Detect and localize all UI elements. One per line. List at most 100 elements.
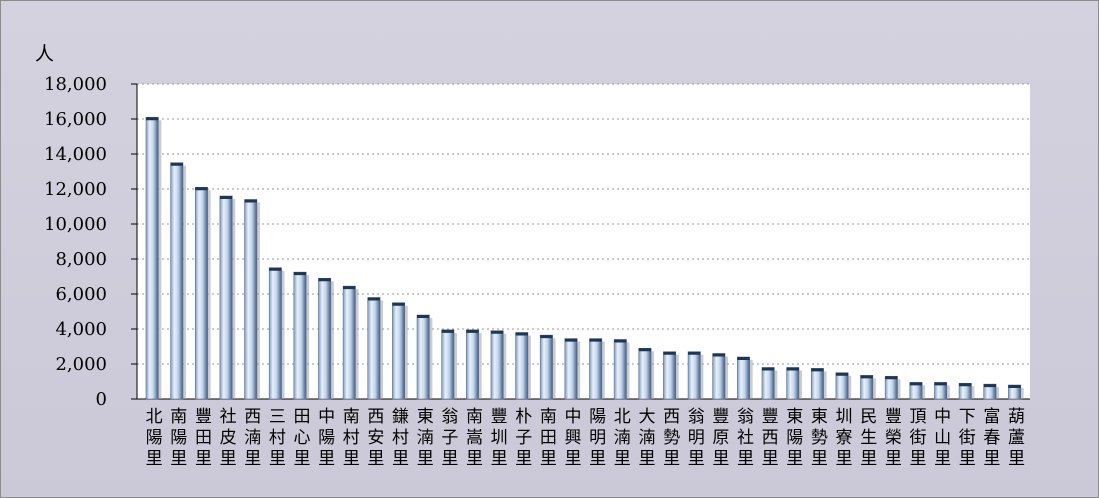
bar-cap bbox=[712, 353, 726, 357]
x-category-label: 翁子里 bbox=[441, 407, 458, 469]
bar-cap bbox=[934, 382, 947, 386]
bar-cap bbox=[885, 376, 898, 380]
bar-cap bbox=[318, 278, 331, 282]
bar-cap bbox=[441, 329, 454, 333]
bar bbox=[613, 339, 627, 400]
x-category-label: 豐西里 bbox=[762, 407, 779, 469]
x-category-label: 朴子里 bbox=[515, 407, 532, 469]
y-tick-label: 14,000 bbox=[44, 144, 107, 165]
bar bbox=[219, 195, 233, 400]
bar-cap bbox=[293, 272, 307, 276]
bar bbox=[342, 285, 356, 400]
bar-cap bbox=[219, 196, 233, 199]
bar-cap bbox=[244, 199, 257, 203]
bar bbox=[515, 332, 529, 400]
bar-cap bbox=[663, 351, 676, 355]
bar bbox=[786, 367, 800, 400]
x-category-label: 圳寮里 bbox=[836, 407, 853, 469]
bar bbox=[810, 368, 824, 400]
x-category-label: 社皮里 bbox=[220, 407, 237, 469]
bar bbox=[293, 271, 307, 400]
x-category-label: 南田里 bbox=[540, 407, 557, 469]
x-category-label: 田心里 bbox=[293, 407, 310, 469]
bar-cap bbox=[835, 372, 849, 376]
x-category-label: 豐圳里 bbox=[491, 407, 508, 469]
bar bbox=[170, 162, 184, 400]
x-category-label: 北陽里 bbox=[146, 407, 163, 469]
bar bbox=[441, 329, 455, 400]
bar-cap bbox=[959, 383, 972, 387]
bar bbox=[145, 116, 159, 400]
x-category-label: 中興里 bbox=[565, 407, 582, 469]
x-category-label: 中陽里 bbox=[318, 407, 335, 469]
x-category-label: 陽明里 bbox=[589, 407, 606, 469]
bar bbox=[318, 277, 332, 400]
bar bbox=[244, 199, 258, 400]
x-category-label: 西湳里 bbox=[244, 407, 261, 469]
y-tick-label: 12,000 bbox=[44, 179, 107, 200]
bar-cap bbox=[1008, 385, 1021, 388]
bar-cap bbox=[367, 297, 381, 301]
y-tick-label: 0 bbox=[96, 389, 107, 410]
y-tick-label: 4,000 bbox=[55, 319, 107, 340]
bar-cap bbox=[269, 267, 282, 271]
y-tick-label: 16,000 bbox=[44, 109, 107, 130]
bar bbox=[564, 338, 578, 400]
y-tick-label: 8,000 bbox=[55, 249, 107, 270]
bar bbox=[416, 314, 430, 400]
x-category-label: 富春里 bbox=[983, 407, 1000, 469]
bar-cap bbox=[564, 338, 578, 342]
x-category-label: 中山里 bbox=[934, 407, 951, 469]
bar-cap bbox=[614, 339, 627, 343]
x-category-label: 豐田里 bbox=[195, 407, 212, 469]
y-tick-label: 10,000 bbox=[44, 214, 107, 235]
x-category-label: 翁社里 bbox=[737, 407, 754, 469]
bar-cap bbox=[786, 367, 799, 371]
y-tick-label: 18,000 bbox=[44, 74, 107, 95]
bar bbox=[884, 375, 898, 400]
bar-cap bbox=[811, 368, 824, 372]
bar bbox=[687, 351, 701, 400]
bar-cap bbox=[589, 338, 602, 342]
bar bbox=[761, 367, 775, 400]
bar bbox=[194, 186, 208, 400]
bar-cap bbox=[540, 335, 553, 339]
bar bbox=[539, 334, 553, 400]
x-category-label: 東陽里 bbox=[786, 407, 803, 469]
bar-cap bbox=[737, 357, 750, 360]
bar-cap bbox=[417, 315, 430, 318]
x-category-label: 南村里 bbox=[343, 407, 360, 469]
x-category-label: 北湳里 bbox=[614, 407, 631, 469]
bar bbox=[737, 356, 750, 400]
bar bbox=[860, 375, 874, 400]
y-axis-unit-label: 人 bbox=[35, 43, 55, 65]
bar bbox=[638, 347, 652, 400]
bar-cap bbox=[515, 332, 528, 336]
plot-area bbox=[137, 84, 1030, 399]
bar bbox=[466, 329, 479, 400]
bar bbox=[490, 330, 504, 400]
bar-cap bbox=[688, 351, 701, 355]
x-category-label: 西安里 bbox=[367, 407, 384, 469]
bar-cap bbox=[490, 330, 504, 334]
bar-cap bbox=[195, 187, 208, 191]
bar bbox=[367, 297, 381, 400]
x-category-label: 三村里 bbox=[269, 407, 286, 469]
bar-cap bbox=[392, 302, 405, 306]
bar-cap bbox=[638, 348, 652, 352]
bar bbox=[712, 353, 726, 400]
y-tick-label: 2,000 bbox=[55, 354, 107, 375]
bar-cap bbox=[860, 375, 873, 379]
x-category-label: 鎌村里 bbox=[392, 407, 409, 469]
x-category-label: 南嵩里 bbox=[466, 407, 483, 469]
x-category-label: 東湳里 bbox=[417, 407, 434, 469]
bar-cap bbox=[983, 384, 997, 388]
x-category-label: 葫蘆里 bbox=[1008, 407, 1025, 469]
bar bbox=[835, 372, 849, 400]
x-category-label: 南陽里 bbox=[170, 407, 187, 469]
x-category-label: 大湳里 bbox=[638, 407, 655, 469]
bar bbox=[589, 338, 603, 400]
bar-cap bbox=[761, 367, 775, 371]
x-category-label: 豐原里 bbox=[712, 407, 729, 469]
